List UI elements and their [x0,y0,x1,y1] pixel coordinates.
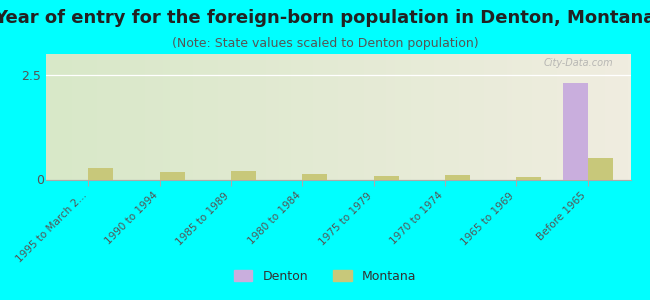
Bar [588,158,613,180]
Bar [516,177,541,180]
Bar [160,172,185,180]
Bar [231,171,256,180]
Bar [374,176,398,180]
Bar [88,168,113,180]
Text: (Note: State values scaled to Denton population): (Note: State values scaled to Denton pop… [172,38,478,50]
Text: City-Data.com: City-Data.com [543,58,613,68]
Legend: Denton, Montana: Denton, Montana [229,265,421,288]
Bar [302,174,328,180]
Text: Year of entry for the foreign-born population in Denton, Montana: Year of entry for the foreign-born popul… [0,9,650,27]
Bar [445,175,470,180]
Bar [563,83,588,180]
Text: 0: 0 [36,173,44,187]
